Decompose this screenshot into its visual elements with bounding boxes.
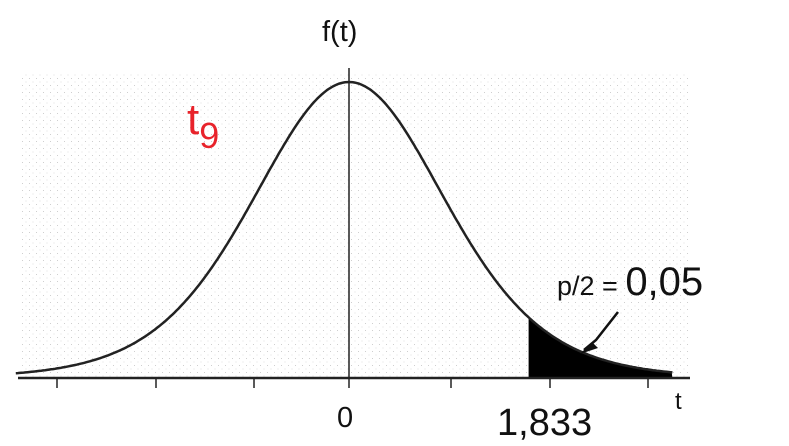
shaded-area-label: p/2 = 0,05	[557, 262, 703, 302]
center-tick-label: 0	[337, 402, 354, 434]
shaded-area-prefix: p/2 =	[557, 271, 626, 301]
x-axis-label: t	[675, 388, 682, 415]
critical-value-label: 1,833	[497, 402, 593, 444]
dotted-background	[22, 72, 688, 378]
shaded-right-tail	[528, 317, 673, 378]
area-pointer-arrowhead	[580, 342, 598, 354]
distribution-label-subscript: 9	[199, 115, 220, 156]
t-density-curve	[15, 80, 673, 375]
y-axis-label: f(t)	[322, 16, 358, 48]
shaded-area-value: 0,05	[625, 260, 704, 304]
distribution-label: t9	[187, 98, 219, 154]
distribution-label-base: t	[187, 95, 200, 144]
